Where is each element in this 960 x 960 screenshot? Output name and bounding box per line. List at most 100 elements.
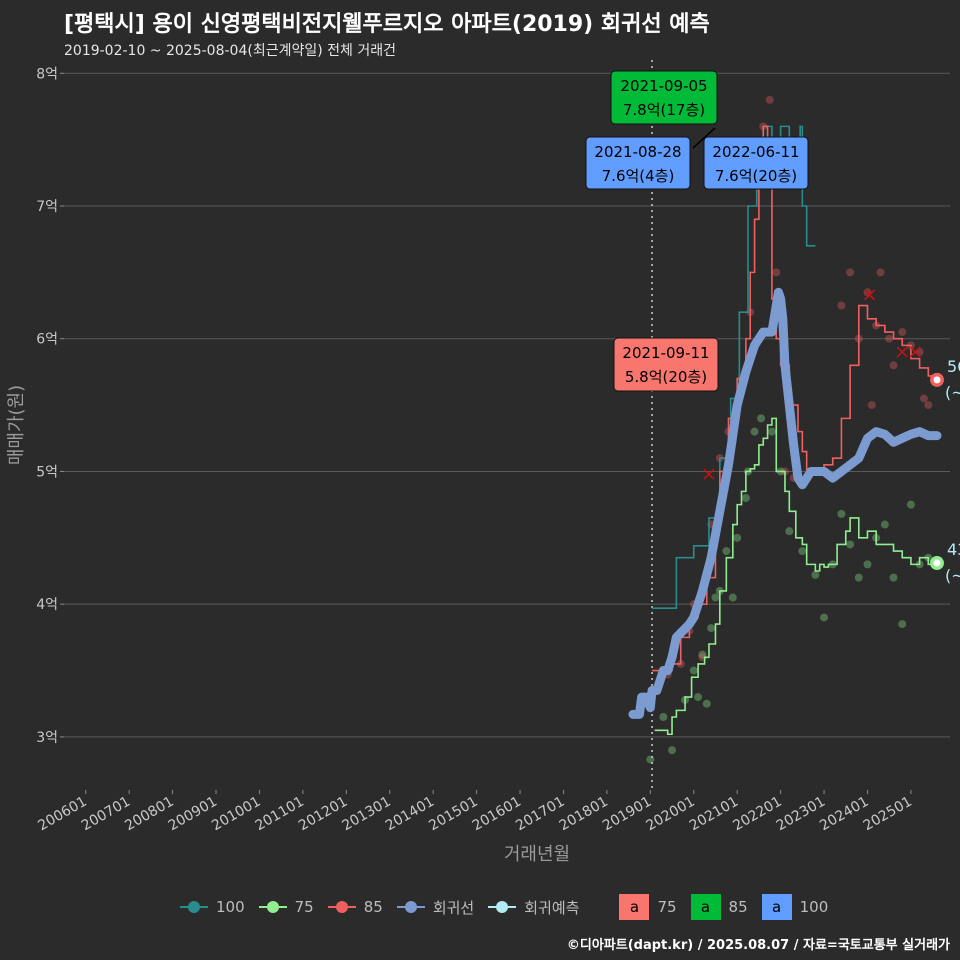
chart-subtitle: 2019-02-10 ~ 2025-08-04(최근계약일) 전체 거래건: [64, 43, 396, 59]
y-tick-label: 8억: [36, 66, 58, 82]
forecast-point-center: [933, 376, 941, 384]
annotation-box: [610, 70, 718, 125]
annotation-leader: [692, 127, 716, 149]
y-tick-label: 4억: [36, 597, 58, 613]
annotation-label-100: 2021-08-28 7.6억(4층): [585, 136, 691, 190]
legend-box-75: a: [619, 894, 650, 920]
x-tick-label: 200901: [166, 794, 220, 835]
scatter-point-75: [846, 540, 855, 549]
scatter-point-75: [820, 613, 829, 622]
scatter-point-85: [876, 268, 885, 277]
legend-item-85: 85: [327, 897, 383, 917]
scatter-point-85: [924, 401, 933, 410]
x-tick-label: 201201: [296, 794, 350, 835]
scatter-point-85: [765, 95, 774, 104]
scatter-point-85: [846, 268, 855, 277]
scatter-point-75: [889, 573, 898, 582]
legend-key-regression-icon: [396, 897, 425, 917]
x-tick-label: 200601: [35, 794, 89, 835]
scatter-point-75: [863, 560, 872, 569]
legend-label-75: 75: [294, 898, 314, 916]
scatter-point-75: [728, 593, 737, 602]
scatter-point-75: [689, 666, 698, 675]
forecast-area-label: (~85㎡): [945, 383, 960, 402]
x-tick-label: 202101: [687, 794, 741, 835]
x-tick-label: 202001: [643, 794, 697, 835]
forecast-area-label: (~75㎡): [945, 566, 960, 585]
legend-label-item-75: a 75: [619, 894, 677, 920]
legend-item-100: 100: [180, 897, 245, 917]
legend-item-forecast: 회귀예측: [488, 897, 579, 918]
scatter-point-75: [702, 699, 711, 708]
forecast-price-label: 43,064: [947, 540, 960, 559]
x-tick-label: 201101: [253, 794, 307, 835]
scatter-point-85: [885, 334, 894, 343]
scatter-point-75: [898, 620, 907, 629]
x-tick-label: 202301: [774, 794, 828, 835]
x-tick-label: 202201: [730, 794, 784, 835]
y-axis-label: 매매가(원): [6, 385, 27, 465]
x-tick-label: 200801: [122, 794, 176, 835]
legend-key-forecast-icon: [488, 897, 517, 917]
forecast-point-center: [933, 559, 941, 567]
legend-box-label-75: 75: [657, 898, 677, 916]
trade-cancel-marker: [909, 346, 921, 358]
annotation-price: 5.8억(20층): [625, 368, 707, 386]
scatter-point-85: [898, 328, 907, 337]
legend-key-85-icon: [327, 897, 356, 917]
x-tick-label: 201701: [513, 794, 567, 835]
scatter-point-75: [880, 520, 889, 529]
annotation-box: [703, 136, 809, 190]
legend-label-regression: 회귀선: [432, 898, 475, 917]
x-tick-label: 201901: [600, 794, 654, 835]
series-line-75: [654, 417, 938, 736]
scatter-point-75: [785, 527, 794, 536]
scatter-point-75: [741, 494, 750, 502]
x-tick-label: 201401: [383, 794, 437, 835]
trade-cancel-marker: [896, 346, 908, 358]
legend-item-75: 75: [258, 897, 314, 917]
annotation-box: [613, 337, 719, 392]
x-axis-label: 거래년월: [504, 844, 570, 865]
scatter-point-85: [919, 394, 928, 403]
x-tick-label: 201801: [557, 794, 611, 835]
scatter-point-75: [722, 547, 731, 556]
x-tick-label: 201501: [426, 794, 480, 835]
series-line-85: [652, 125, 938, 672]
scatter-point-75: [707, 624, 716, 633]
y-tick-label: 5억: [36, 464, 58, 480]
annotation-label-85: 2021-09-05 7.8억(17층): [610, 70, 718, 125]
annotation-label-75: 2021-09-11 5.8억(20층): [613, 337, 719, 392]
legend-label-forecast: 회귀예측: [524, 898, 580, 917]
forecast-price-label: 56,875: [947, 357, 960, 376]
x-tick-label: 201001: [209, 794, 263, 835]
scatter-point-75: [750, 427, 759, 436]
annotation-label-100: 2022-06-11 7.6억(20층): [703, 136, 809, 190]
annotation-price: 7.6억(20층): [715, 167, 797, 185]
scatter-point-75: [906, 500, 915, 509]
scatter-point-85: [837, 301, 846, 310]
y-tick-label: 7억: [36, 199, 58, 215]
scatter-point-75: [659, 713, 668, 721]
scatter-point-85: [889, 361, 898, 370]
legend-label-100: 100: [216, 898, 245, 916]
scatter-point-85: [915, 348, 924, 356]
annotation-price: 7.8억(17층): [623, 101, 705, 119]
scatter-point-75: [798, 547, 807, 556]
annotation-date: 2021-09-11: [622, 344, 709, 362]
annotation-price: 7.6억(4층): [602, 167, 675, 185]
legend-key-75-icon: [258, 897, 287, 917]
legend-item-regression: 회귀선: [396, 897, 475, 918]
legend-label-item-100: a 100: [761, 894, 828, 920]
scatter-point-85: [772, 268, 781, 277]
scatter-point-85: [867, 401, 876, 410]
legend-label-85: 85: [363, 898, 383, 916]
scatter-point-75: [733, 533, 742, 542]
scatter-point-75: [694, 693, 703, 702]
annotation-date: 2021-09-05: [620, 77, 707, 95]
trade-cancel-marker: [703, 468, 715, 480]
legend-label-item-85: a 85: [690, 894, 748, 920]
legend: 100 75 85 회귀선 회귀예측 a 75 a 85 a 100: [180, 894, 842, 920]
scatter-point-75: [711, 593, 720, 602]
chart-title: [평택시] 용이 신영평택비전지웰푸르지오 아파트(2019) 회귀선 예측: [64, 12, 710, 37]
